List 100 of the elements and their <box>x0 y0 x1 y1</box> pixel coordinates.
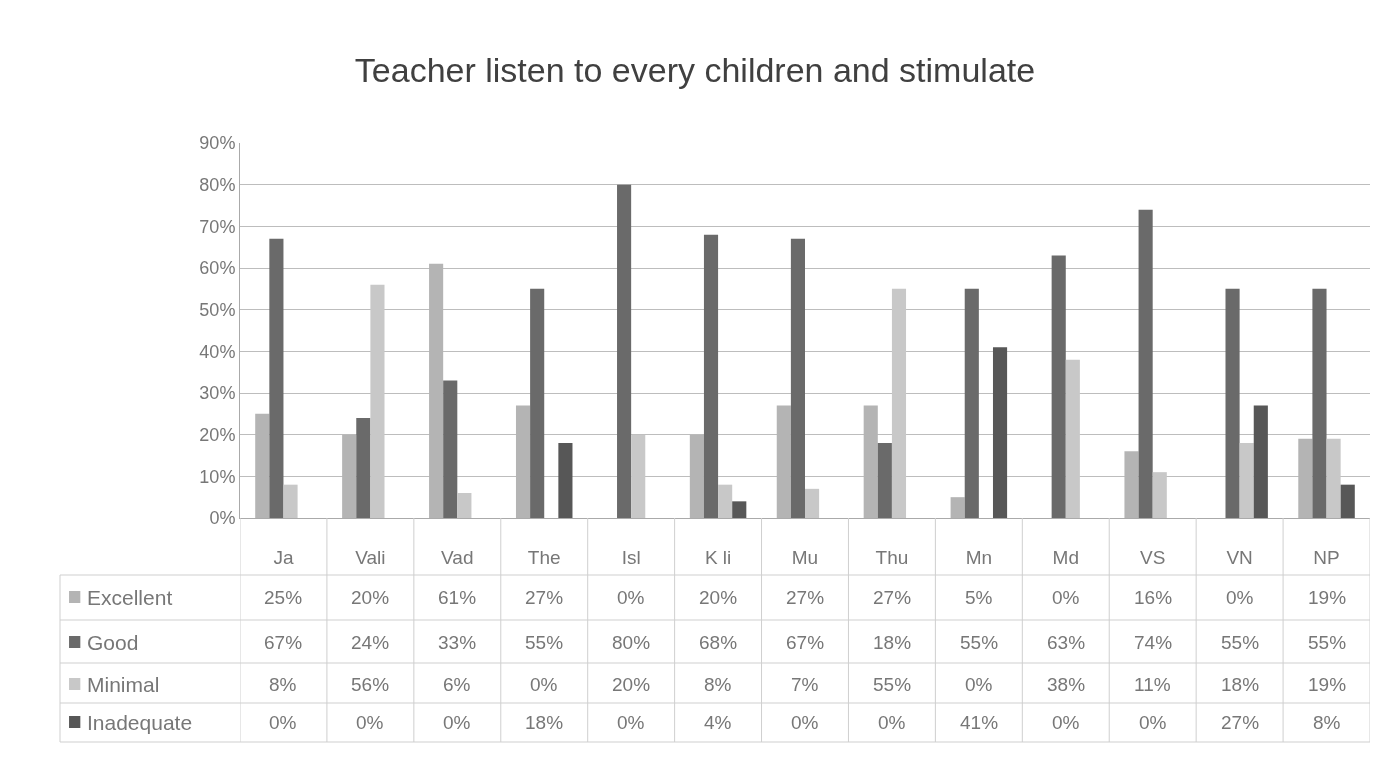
x-tick-label: Ja <box>273 546 294 568</box>
bar <box>703 234 719 518</box>
data-label: 55% <box>960 632 999 653</box>
data-label: 27% <box>525 587 564 608</box>
y-tick-label: 70% <box>199 216 236 237</box>
data-label: 16% <box>1134 587 1173 608</box>
bar <box>964 288 979 518</box>
x-tick-label: Md <box>1052 546 1079 568</box>
x-tick-label: Mn <box>965 546 993 568</box>
data-label: 0% <box>530 674 558 695</box>
data-label: 5% <box>965 587 993 608</box>
bar <box>718 484 733 518</box>
x-tick-label: Mu <box>791 546 819 568</box>
data-label: 4% <box>704 712 732 733</box>
data-label: 0% <box>1052 712 1080 733</box>
data-label: 33% <box>438 632 477 653</box>
x-tick-label: Vad <box>441 546 474 568</box>
data-label: 55% <box>1308 632 1347 653</box>
x-tick-label: NP <box>1313 546 1340 568</box>
data-label: 18% <box>873 632 912 653</box>
bar <box>877 443 892 518</box>
data-label: 61% <box>438 587 477 608</box>
data-label: 8% <box>269 674 297 695</box>
x-tick-label: Vali <box>355 546 386 568</box>
data-label: 67% <box>786 632 825 653</box>
data-label: 55% <box>1221 632 1260 653</box>
bar <box>617 184 632 518</box>
data-label: 25% <box>264 587 303 608</box>
data-label: 0% <box>965 674 993 695</box>
data-label: 55% <box>525 632 564 653</box>
data-label: 27% <box>1221 712 1260 733</box>
data-label: 0% <box>617 587 645 608</box>
data-label: 0% <box>1139 712 1167 733</box>
data-label: 8% <box>704 674 732 695</box>
y-tick-label: 50% <box>199 299 236 320</box>
bar <box>356 418 371 518</box>
y-tick-label: 0% <box>209 508 236 529</box>
data-label: 20% <box>612 674 651 695</box>
legend-label: Good <box>87 631 139 654</box>
y-tick-label: 10% <box>199 466 236 487</box>
data-label: 41% <box>960 712 999 733</box>
x-tick-label: VS <box>1140 546 1166 568</box>
data-label: 0% <box>878 712 906 733</box>
data-label: 19% <box>1308 674 1347 695</box>
x-tick-label: Isl <box>621 546 641 568</box>
bar <box>558 443 573 518</box>
legend-label: Minimal <box>87 673 160 696</box>
bar <box>1051 255 1066 518</box>
data-label: 20% <box>351 587 390 608</box>
data-label: 18% <box>1221 674 1260 695</box>
bar <box>457 493 472 518</box>
bar <box>1138 209 1153 518</box>
y-tick-label: 80% <box>199 174 236 195</box>
data-label: 55% <box>873 674 912 695</box>
bar <box>1253 405 1268 518</box>
bar <box>732 501 747 518</box>
y-tick-label: 60% <box>199 258 236 279</box>
data-label: 0% <box>356 712 384 733</box>
legend-label: Inadequate <box>87 711 193 734</box>
data-label: 0% <box>1052 587 1080 608</box>
bar <box>1340 484 1355 518</box>
data-label: 0% <box>617 712 645 733</box>
data-label: 27% <box>786 587 825 608</box>
bar <box>283 484 298 518</box>
chart-title: Teacher listen to every children and stimulate <box>354 50 1036 89</box>
bar <box>530 288 545 518</box>
x-tick-label: Thu <box>875 546 909 568</box>
x-tick-label: VN <box>1226 546 1253 568</box>
bar <box>443 380 458 518</box>
bar <box>790 238 805 518</box>
data-label: 0% <box>443 712 471 733</box>
data-label: 56% <box>351 674 390 695</box>
data-label: 27% <box>873 587 912 608</box>
data-label: 80% <box>612 632 651 653</box>
data-label: 8% <box>1313 712 1341 733</box>
data-label: 0% <box>269 712 297 733</box>
data-label: 20% <box>699 587 738 608</box>
legend-label: Excellent <box>87 586 173 609</box>
bar <box>1225 288 1240 518</box>
y-tick-label: 40% <box>199 341 236 362</box>
bar <box>1312 288 1327 518</box>
bar <box>992 347 1008 518</box>
data-label: 74% <box>1134 632 1173 653</box>
data-label: 63% <box>1047 632 1086 653</box>
y-tick-label: 20% <box>199 424 236 445</box>
x-tick-label: K li <box>704 546 732 568</box>
bar <box>1239 443 1254 518</box>
data-label: 6% <box>443 674 471 695</box>
bar <box>805 488 820 518</box>
data-label: 7% <box>791 674 819 695</box>
data-label: 19% <box>1308 587 1347 608</box>
data-label: 67% <box>264 632 303 653</box>
y-tick-label: 90% <box>199 133 236 154</box>
x-tick-label: The <box>527 546 561 568</box>
data-label: 11% <box>1134 674 1171 695</box>
data-label: 38% <box>1047 674 1086 695</box>
data-label: 0% <box>1226 587 1254 608</box>
y-tick-label: 30% <box>199 383 236 404</box>
data-label: 24% <box>351 632 390 653</box>
bar <box>269 238 284 518</box>
